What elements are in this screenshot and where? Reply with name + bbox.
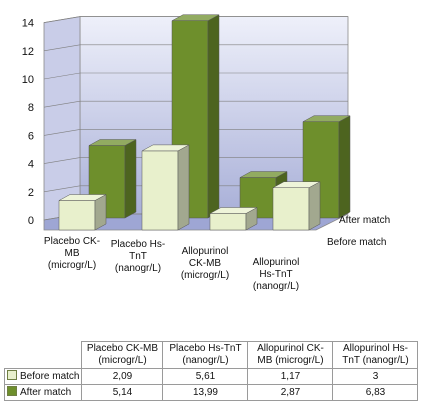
bar-front-face — [58, 200, 96, 231]
bar-top-face — [58, 194, 107, 201]
data-table: Placebo CK-MB (microgr/L) Placebo Hs-TnT… — [3, 341, 419, 401]
data-table-cell: 13,99 — [162, 384, 249, 401]
bar-top-face — [209, 207, 258, 214]
gridline — [43, 72, 348, 80]
data-table-column-header: Placebo CK-MB (microgr/L) — [81, 341, 164, 369]
bar-top-face — [239, 171, 288, 178]
bar-before-match — [209, 207, 258, 231]
data-table-cell: 3 — [332, 368, 419, 385]
bar-side-face — [308, 181, 321, 231]
data-table-column-header: Placebo Hs-TnT (nanogr/L) — [162, 341, 249, 369]
data-table-header-row: Placebo CK-MB (microgr/L) Placebo Hs-TnT… — [5, 341, 419, 369]
bar-top-face — [171, 14, 220, 21]
data-table-column-header: Allopurinol CK- MB (microgr/L) — [247, 341, 334, 369]
y-tick-label: 6 — [28, 130, 34, 142]
bar-before-match — [58, 194, 107, 231]
bar-front-face — [209, 213, 247, 231]
y-tick-label: 14 — [22, 18, 34, 30]
bar-before-match — [272, 181, 321, 231]
gridline — [43, 129, 348, 136]
series-axis-label: Before match — [327, 237, 386, 248]
bar-top-face — [141, 144, 190, 152]
bar-side-face — [124, 139, 137, 219]
bar-top-face — [88, 139, 137, 146]
data-table-cell: 1,17 — [247, 368, 334, 385]
data-table-cell: 5,14 — [81, 384, 164, 401]
data-table-row: Before match 2,09 5,61 1,17 3 — [3, 368, 419, 385]
data-table-cell: 6,83 — [332, 384, 419, 401]
bar-side-face — [207, 14, 220, 219]
y-tick-label: 12 — [22, 46, 34, 58]
data-table-series-label: Before match — [3, 368, 83, 385]
y-tick-label: 0 — [28, 215, 34, 227]
y-tick-label: 4 — [28, 159, 34, 171]
legend-swatch — [7, 386, 17, 396]
bar-front-face — [272, 187, 310, 231]
data-table-cell: 2,09 — [81, 368, 164, 385]
x-tick-label: Placebo CK- MB (microgr/L) — [43, 236, 101, 271]
bar-front-face — [141, 150, 179, 231]
y-tick-label: 10 — [22, 74, 34, 86]
data-table-column-header: Allopurinol Hs- TnT (nanogr/L) — [332, 341, 419, 369]
gridline — [43, 16, 348, 23]
data-table-corner — [5, 342, 82, 369]
bar-side-face — [338, 115, 351, 219]
bar-before-match — [141, 144, 190, 231]
data-table-cell: 5,61 — [162, 368, 249, 385]
gridline — [43, 100, 348, 108]
x-tick-label: Allopurinol Hs-TnT (nanogr/L) — [252, 257, 300, 292]
chart-side-wall — [43, 16, 81, 221]
x-tick-label: Placebo Hs- TnT (nanogr/L) — [110, 239, 166, 274]
bar-side-face — [177, 144, 190, 231]
x-tick-label: Allopurinol CK-MB (microgr/L) — [180, 246, 230, 281]
data-table-series-label: After match — [3, 384, 83, 401]
data-table-cell: 2,87 — [247, 384, 334, 401]
y-tick-label: 8 — [28, 102, 34, 114]
bar-top-face — [302, 115, 351, 122]
legend-swatch — [7, 370, 17, 380]
data-table-row: After match 5,14 13,99 2,87 6,83 — [3, 384, 419, 401]
series-name: After match — [20, 387, 72, 398]
y-tick-label: 2 — [28, 187, 34, 199]
gridline — [43, 157, 348, 164]
gridline — [43, 44, 348, 52]
series-axis-label: After match — [339, 215, 390, 226]
bar-top-face — [272, 181, 321, 188]
series-name: Before match — [20, 371, 80, 382]
